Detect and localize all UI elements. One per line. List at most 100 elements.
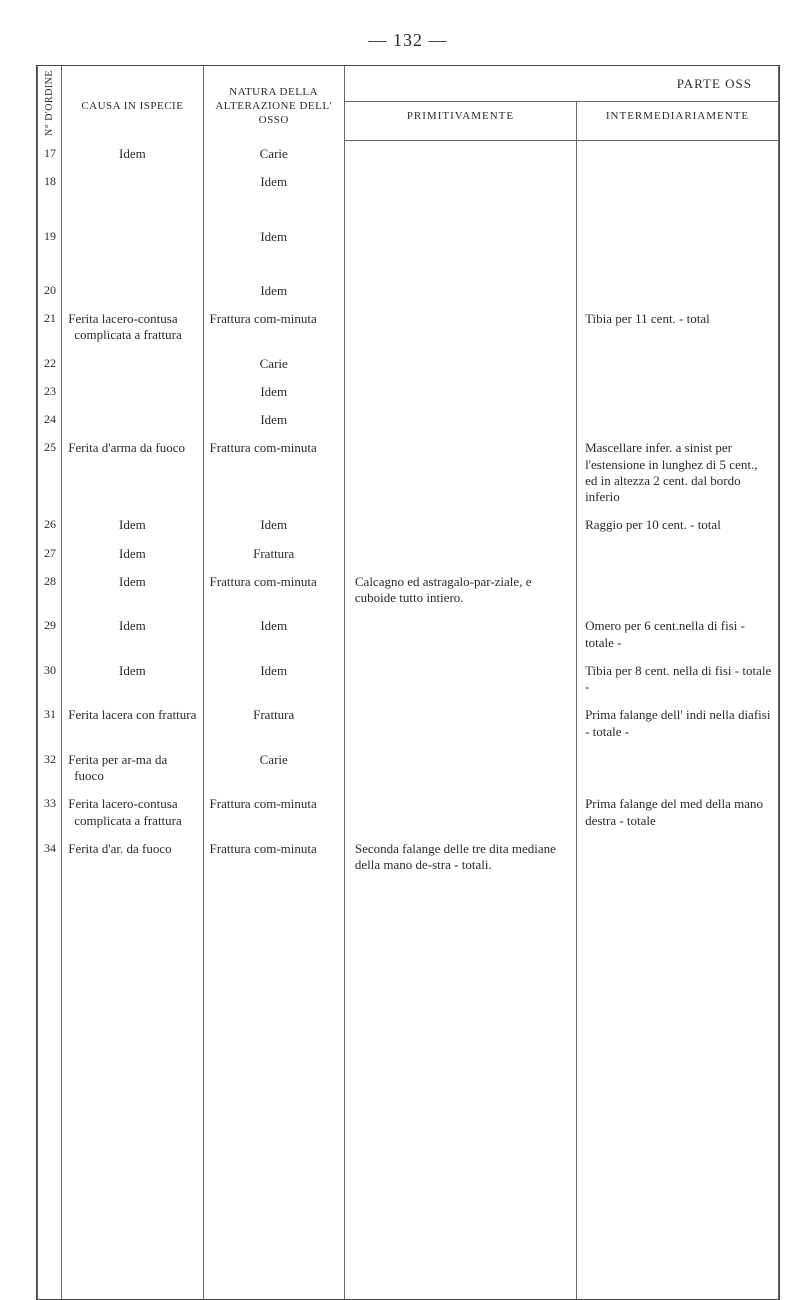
cell-ord: 30 xyxy=(38,657,62,702)
cell-natura: Idem xyxy=(203,223,344,251)
page: — 132 — N° D'ORDINE CAUSA IN ISPECIE NAT… xyxy=(0,0,800,1243)
cell-ord: 32 xyxy=(38,746,62,791)
table-row: 25 Ferita d'arma da fuoco Frattura com-m… xyxy=(38,434,779,511)
table-row: 30 Idem Idem Tibia per 8 cent. nella di … xyxy=(38,657,779,702)
cell-natura: Carie xyxy=(203,140,344,168)
cell-inter: Prima falange del med della mano destra … xyxy=(577,790,779,835)
cell-prim xyxy=(344,657,576,702)
cell-ord: 18 xyxy=(38,168,62,196)
table-filler xyxy=(38,879,779,1299)
cell-inter xyxy=(577,350,779,378)
cell-ord: 34 xyxy=(38,835,62,880)
cell-inter xyxy=(577,568,779,613)
cell-inter: Prima falange dell' indi nella diafisi -… xyxy=(577,701,779,746)
table-row: 33 Ferita lacero-contusa complicata a fr… xyxy=(38,790,779,835)
cell-inter xyxy=(577,168,779,196)
cell-ord: 22 xyxy=(38,350,62,378)
table-row: 24 Idem xyxy=(38,406,779,434)
cell-inter xyxy=(577,277,779,305)
cell-inter: Tibia per 8 cent. nella di fisi - totale… xyxy=(577,657,779,702)
page-number: — 132 — xyxy=(36,30,780,51)
cell-prim: Seconda falange delle tre dita mediane d… xyxy=(344,835,576,880)
cell-inter xyxy=(577,835,779,880)
cell-causa: Ferita lacera con frattura xyxy=(62,701,203,746)
cell-natura: Idem xyxy=(203,511,344,539)
table-frame: N° D'ORDINE CAUSA IN ISPECIE NATURA DELL… xyxy=(36,65,780,1300)
cell-natura: Idem xyxy=(203,277,344,305)
cell-prim: Calcagno ed astragalo-par-ziale, e cuboi… xyxy=(344,568,576,613)
cell-inter xyxy=(577,406,779,434)
table-row: 22 Carie xyxy=(38,350,779,378)
cell-inter xyxy=(577,540,779,568)
table-row: 28 Idem Frattura com-minuta Calcagno ed … xyxy=(38,568,779,613)
cell-inter xyxy=(577,746,779,791)
cell-prim xyxy=(344,612,576,657)
cell-ord: 21 xyxy=(38,305,62,350)
cell-causa: Idem xyxy=(62,568,203,613)
cell-natura: Frattura com-minuta xyxy=(203,568,344,613)
cell-prim xyxy=(344,701,576,746)
cell-natura: Frattura com-minuta xyxy=(203,835,344,880)
cell-ord: 23 xyxy=(38,378,62,406)
table-row: 17 Idem Carie xyxy=(38,140,779,168)
cell-natura: Idem xyxy=(203,612,344,657)
cell-prim xyxy=(344,277,576,305)
cell-prim xyxy=(344,223,576,251)
cell-prim xyxy=(344,140,576,168)
cell-natura: Carie xyxy=(203,350,344,378)
cell-natura: Idem xyxy=(203,657,344,702)
cell-causa xyxy=(62,168,203,196)
table-row: 21 Ferita lacero-contusa complicata a fr… xyxy=(38,305,779,350)
cell-natura: Frattura com-minuta xyxy=(203,434,344,511)
cell-natura: Idem xyxy=(203,406,344,434)
cell-prim xyxy=(344,540,576,568)
cell-causa: Idem xyxy=(62,540,203,568)
cell-inter: Raggio per 10 cent. - total xyxy=(577,511,779,539)
cell-prim xyxy=(344,406,576,434)
header-primitivamente: PRIMITIVAMENTE xyxy=(344,102,576,140)
cell-causa: Ferita d'ar. da fuoco xyxy=(62,835,203,880)
cell-natura: Carie xyxy=(203,746,344,791)
cell-inter xyxy=(577,140,779,168)
cell-natura: Idem xyxy=(203,168,344,196)
cell-causa: Idem xyxy=(62,511,203,539)
cell-causa: Ferita per ar-ma da fuoco xyxy=(62,746,203,791)
cell-causa xyxy=(62,223,203,251)
table-row: 34 Ferita d'ar. da fuoco Frattura com-mi… xyxy=(38,835,779,880)
cell-ord: 25 xyxy=(38,434,62,511)
cell-causa: Idem xyxy=(62,612,203,657)
table-row: 18 Idem xyxy=(38,168,779,196)
cell-ord: 26 xyxy=(38,511,62,539)
table-row: 31 Ferita lacera con frattura Frattura P… xyxy=(38,701,779,746)
cell-inter: Omero per 6 cent.nella di fisi - totale … xyxy=(577,612,779,657)
cell-natura: Idem xyxy=(203,378,344,406)
table-body: 17 Idem Carie 18 Idem 19 I xyxy=(38,140,779,1299)
table-row: 19 Idem xyxy=(38,223,779,251)
cell-ord: 31 xyxy=(38,701,62,746)
cell-natura: Frattura com-minuta xyxy=(203,790,344,835)
cell-prim xyxy=(344,350,576,378)
cell-inter: Mascellare infer. a sinist per l'estensi… xyxy=(577,434,779,511)
cell-prim xyxy=(344,790,576,835)
cell-inter xyxy=(577,378,779,406)
cell-causa: Ferita lacero-contusa complicata a fratt… xyxy=(62,790,203,835)
cell-prim xyxy=(344,434,576,511)
header-intermediariamente: INTERMEDIARIAMENTE xyxy=(577,102,779,140)
cell-causa xyxy=(62,406,203,434)
table-row: 26 Idem Idem Raggio per 10 cent. - total xyxy=(38,511,779,539)
cell-causa: Ferita lacero-contusa complicata a fratt… xyxy=(62,305,203,350)
cell-causa: Ferita d'arma da fuoco xyxy=(62,434,203,511)
cell-prim xyxy=(344,168,576,196)
cell-ord: 24 xyxy=(38,406,62,434)
cell-ord: 29 xyxy=(38,612,62,657)
cell-prim xyxy=(344,378,576,406)
table-row: 29 Idem Idem Omero per 6 cent.nella di f… xyxy=(38,612,779,657)
cell-causa: Idem xyxy=(62,657,203,702)
cell-causa: Idem xyxy=(62,140,203,168)
cell-inter: Tibia per 11 cent. - total xyxy=(577,305,779,350)
header-parte-ossa: PARTE OSS xyxy=(344,66,778,102)
data-table: N° D'ORDINE CAUSA IN ISPECIE NATURA DELL… xyxy=(37,66,779,1299)
cell-ord: 20 xyxy=(38,277,62,305)
cell-inter xyxy=(577,223,779,251)
cell-causa xyxy=(62,350,203,378)
